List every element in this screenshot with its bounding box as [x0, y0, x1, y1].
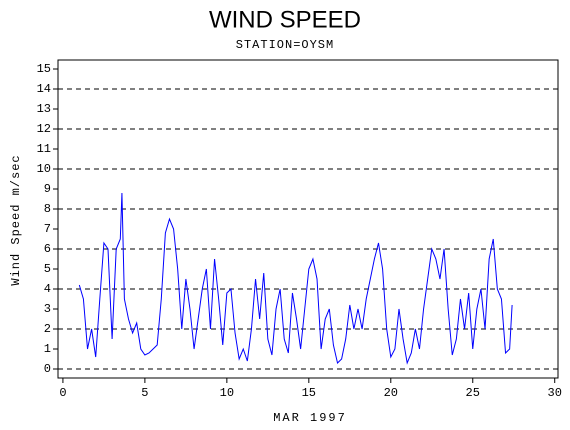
y-tick-label: 4 — [44, 282, 51, 296]
y-tick-label: 6 — [44, 242, 51, 256]
y-tick-label: 11 — [37, 142, 51, 156]
x-tick-label: 5 — [141, 386, 148, 400]
y-tick-label: 8 — [44, 202, 51, 216]
y-tick-label: 0 — [44, 362, 51, 376]
x-tick-label: 10 — [220, 386, 234, 400]
y-axis-label: Wind Speed m/sec — [9, 154, 23, 285]
y-tick-label: 14 — [37, 82, 51, 96]
y-tick-label: 5 — [44, 262, 51, 276]
x-tick-label: 15 — [302, 386, 316, 400]
x-axis-label: MAR 1997 — [273, 411, 347, 425]
y-tick-label: 10 — [37, 162, 51, 176]
y-tick-label: 13 — [37, 102, 51, 116]
y-tick-label: 2 — [44, 322, 51, 336]
x-tick-label: 25 — [466, 386, 480, 400]
x-tick-label: 30 — [548, 386, 562, 400]
y-tick-label: 7 — [44, 222, 51, 236]
x-tick-label: 20 — [384, 386, 398, 400]
y-tick-label: 3 — [44, 302, 51, 316]
y-tick-label: 12 — [37, 122, 51, 136]
y-tick-label: 15 — [37, 62, 51, 76]
y-tick-label: 1 — [44, 342, 51, 356]
x-tick-label: 0 — [59, 386, 66, 400]
chart-subtitle: STATION=OYSM — [236, 38, 334, 52]
plot-frame — [57, 59, 559, 379]
data-line — [78, 192, 513, 365]
chart-title: WIND SPEED — [209, 6, 361, 33]
y-tick-label: 9 — [44, 182, 51, 196]
